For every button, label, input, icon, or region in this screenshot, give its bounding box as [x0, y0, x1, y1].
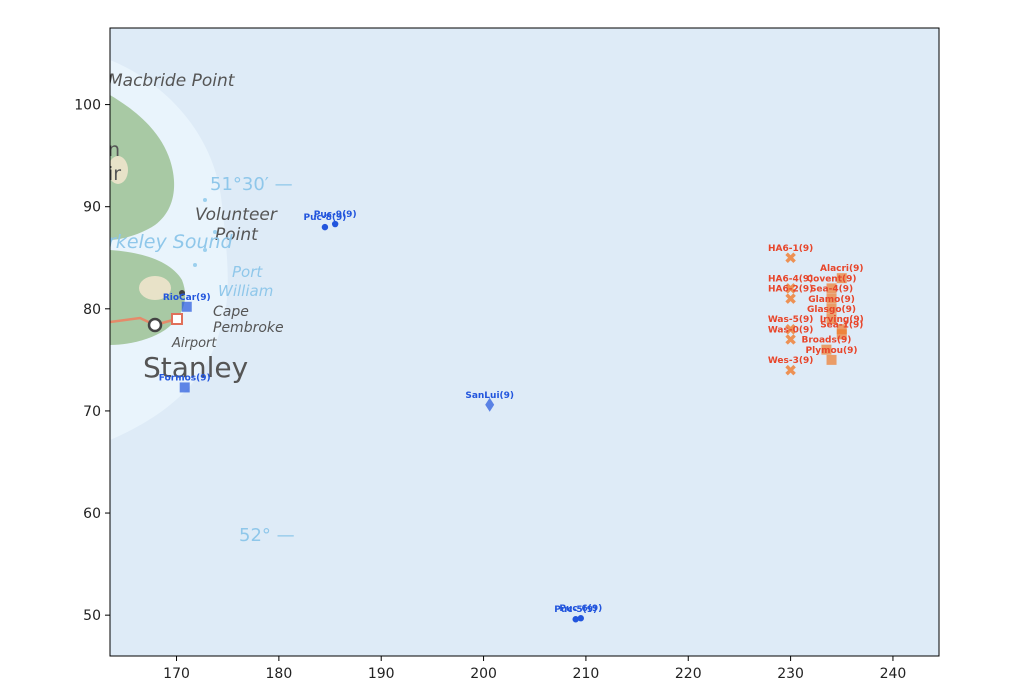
place-label-stanley: Stanley: [143, 351, 248, 384]
data-point-label: Sea-1(9): [820, 320, 863, 330]
place-label-william: William: [218, 282, 273, 300]
data-point-label: HA6-1(9): [768, 244, 813, 254]
data-point-label: Formos(9): [159, 373, 211, 383]
data-point-label: SanLui(9): [465, 391, 514, 401]
latitude-label-51-30: 51°30′ —: [210, 174, 293, 195]
land-patch: [139, 276, 171, 300]
data-point-marker: [826, 303, 837, 314]
y-tick-label: 90: [83, 200, 101, 216]
y-tick-label: 70: [83, 404, 101, 420]
data-point-marker: [577, 615, 584, 622]
data-point-label: Broads(9): [801, 336, 851, 346]
data-point-marker: [785, 334, 796, 345]
place-label-cut-ir: ir: [108, 163, 121, 185]
data-point-label: Was-0(9): [768, 325, 814, 335]
data-point-marker: [181, 301, 192, 312]
data-point-label: Was-5(9): [768, 315, 814, 325]
stanley-town-icon: [147, 317, 163, 333]
data-point-marker: [331, 220, 339, 228]
x-tick-label: 240: [880, 666, 907, 682]
data-point-label: Alacri(9): [820, 264, 863, 274]
data-point-label: Glamo(9): [808, 295, 855, 305]
sea-background: [110, 28, 939, 656]
data-point-label: Wes-3(9): [768, 356, 814, 366]
islet: [213, 230, 217, 234]
y-tick-label: 100: [74, 98, 101, 114]
data-point-marker: [785, 252, 796, 263]
data-point-label: Puc-5(9): [554, 605, 597, 615]
data-point-marker: [826, 354, 837, 365]
islet: [203, 198, 207, 202]
land-north: [110, 95, 175, 240]
data-point-marker: [826, 283, 837, 294]
place-label-pembroke: Pembroke: [213, 320, 284, 336]
place-label-point: Point: [215, 225, 259, 245]
axis-ticks: 170 180 190 200 210 220 230 240 50 60 70 80 90 100: [74, 98, 906, 682]
data-point-marker: [785, 283, 796, 294]
data-point-marker: [179, 382, 190, 393]
latitude-label-52: 52° —: [239, 525, 295, 546]
data-point-label: Irving(9): [820, 315, 864, 325]
axes-frame: [109, 27, 940, 657]
x-tick-label: 170: [163, 666, 190, 682]
data-point-label: Plymou(9): [806, 346, 858, 356]
data-point-label: Puc-6(9): [559, 604, 602, 614]
data-point-marker: [836, 273, 847, 284]
islet: [203, 248, 207, 252]
place-label-macbride-point: Macbride Point: [108, 71, 236, 91]
town-dot: [179, 290, 185, 296]
airport-icon: [171, 313, 183, 325]
data-point-marker: [485, 397, 495, 412]
x-tick-label: 210: [573, 666, 600, 682]
data-point-marker: [785, 364, 796, 376]
islet: [193, 263, 197, 267]
place-label-cape: Cape: [213, 304, 249, 320]
data-point-label: Glasgo(9): [807, 305, 856, 315]
data-point-marker: [826, 314, 837, 325]
data-point-marker: [785, 293, 796, 304]
land-patch: [110, 156, 128, 184]
x-tick-label: 180: [266, 666, 293, 682]
data-point-marker: [572, 616, 579, 623]
y-tick-label: 80: [83, 302, 101, 318]
data-point-label: HA6-4(9): [768, 274, 813, 284]
data-point-label: RioCar(9): [163, 293, 211, 303]
data-point-label: HA6-2(9): [768, 285, 813, 295]
data-points-layer: Puc-8(9)Puc-9(9) RioCar(9) Formos(9) SanLui…: [159, 210, 864, 623]
data-point-marker: [836, 329, 847, 340]
data-point-marker: [321, 223, 329, 231]
place-label-port: Port: [232, 263, 263, 281]
x-tick-label: 230: [777, 666, 804, 682]
x-tick-label: 190: [368, 666, 395, 682]
data-point-label: Sea-4(9): [810, 285, 853, 295]
x-tick-label: 200: [470, 666, 497, 682]
data-point-label: Puc-9(9): [314, 210, 357, 220]
data-point-marker: [821, 344, 832, 355]
road: [110, 316, 181, 327]
y-tick-label: 50: [83, 608, 101, 624]
data-point-label: Covent(9): [807, 274, 857, 284]
data-point-marker: [785, 323, 796, 335]
place-label-berkeley-sound: rkeley Sound: [108, 231, 234, 253]
basemap: Macbride Point Volunteer Point rkeley So…: [108, 28, 939, 656]
place-label-cut-n: n: [108, 139, 120, 161]
data-point-label: Puc-8(9): [304, 213, 347, 223]
place-label-airport: Airport: [171, 336, 217, 351]
x-tick-label: 220: [675, 666, 702, 682]
place-label-volunteer: Volunteer: [195, 205, 278, 225]
y-tick-label: 60: [83, 506, 101, 522]
data-point-marker: [836, 324, 847, 335]
data-point-marker: [826, 293, 837, 304]
